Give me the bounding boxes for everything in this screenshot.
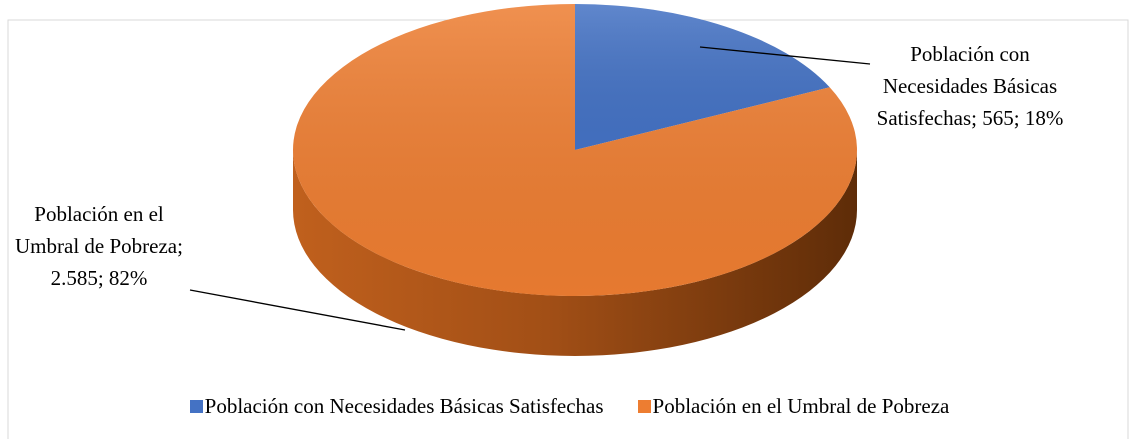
slice-side xyxy=(293,150,857,356)
legend: Población con Necesidades Básicas Satisf… xyxy=(0,394,1139,419)
label-value: 2.585 xyxy=(50,266,98,290)
legend-label: Población en el Umbral de Pobreza xyxy=(652,394,950,418)
data-label: Población con Necesidades Básicas Satisf… xyxy=(876,42,1064,130)
data-label: Población en el Umbral de Pobreza; 2.585… xyxy=(15,202,183,290)
slice-shade xyxy=(575,4,830,150)
legend-item: Población en el Umbral de Pobreza xyxy=(637,394,950,419)
leader-line xyxy=(189,289,406,331)
label-percent: 18% xyxy=(1024,106,1064,130)
legend-item: Población con Necesidades Básicas Satisf… xyxy=(189,394,604,419)
label-category: Población en el Umbral de Pobreza xyxy=(15,202,178,258)
label-category: Población con Necesidades Básicas Satisf… xyxy=(876,42,1058,130)
legend-label: Población con Necesidades Básicas Satisf… xyxy=(204,394,604,418)
leader-line xyxy=(699,46,871,65)
legend-swatch xyxy=(189,400,203,413)
label-value: 565 xyxy=(982,106,1014,130)
label-percent: 82% xyxy=(108,266,148,290)
slice-shade xyxy=(292,4,857,296)
legend-swatch xyxy=(637,400,651,413)
